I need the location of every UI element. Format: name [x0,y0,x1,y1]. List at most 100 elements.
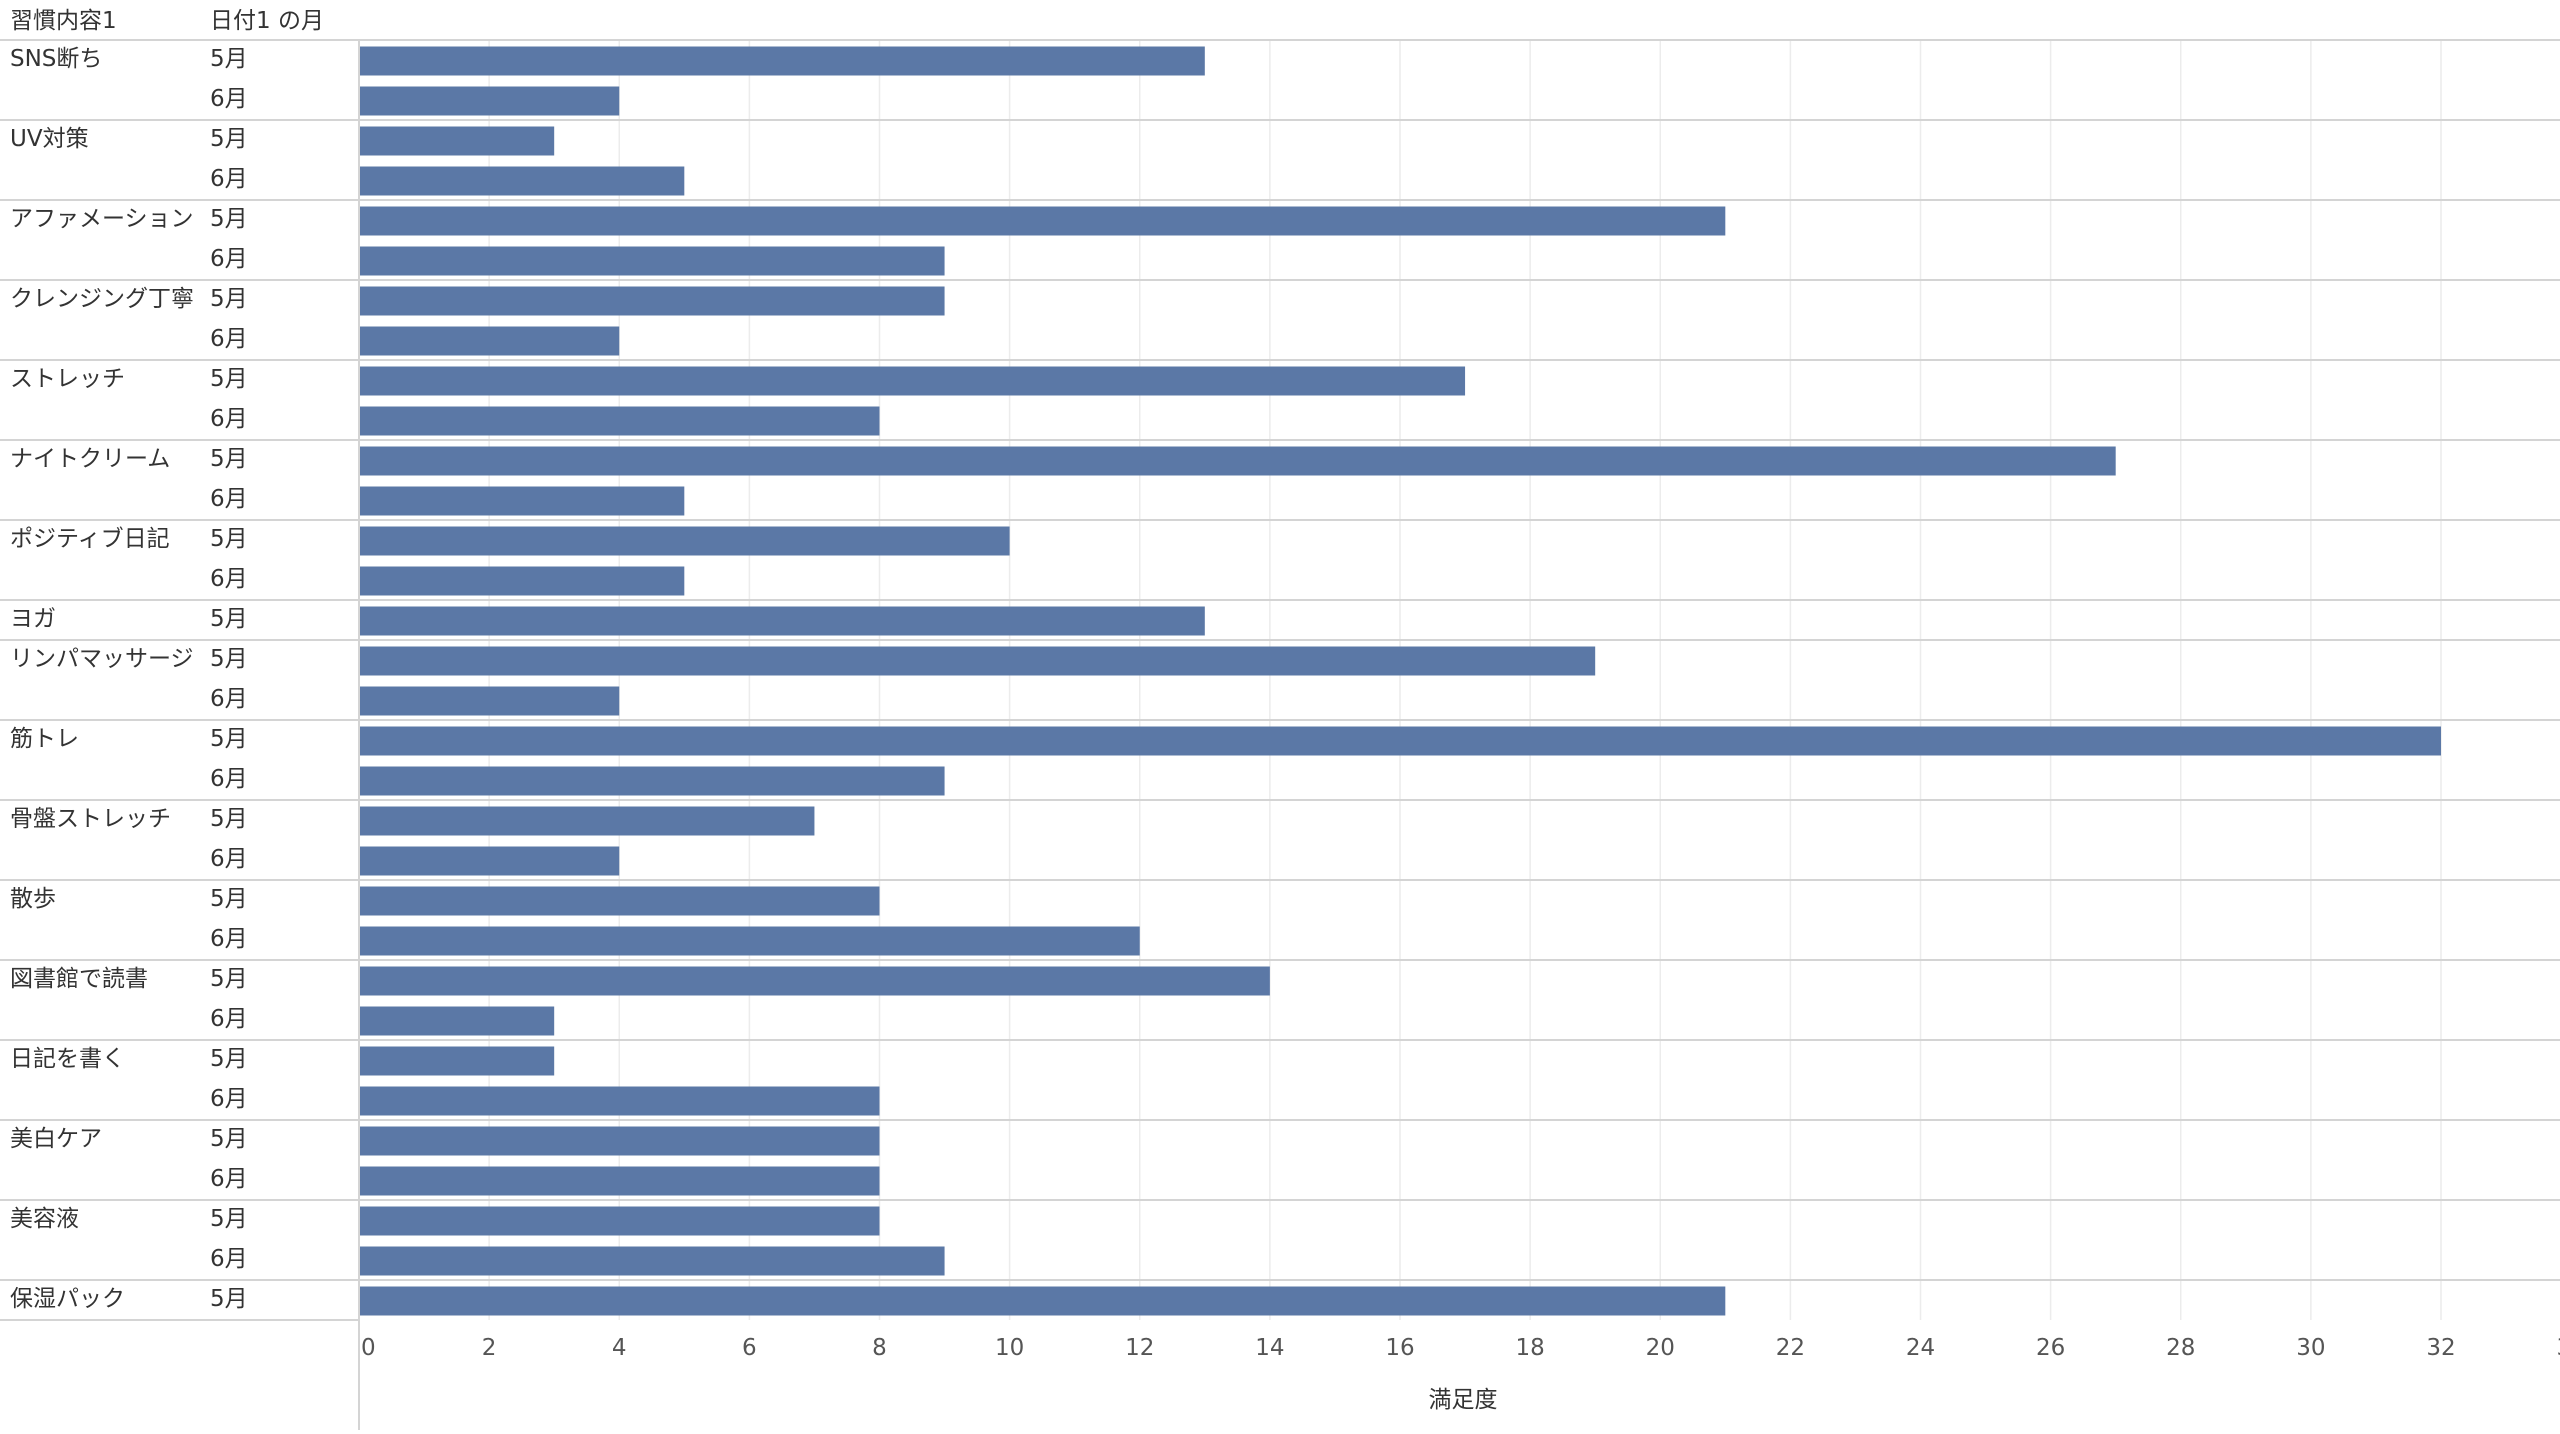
bar [359,1286,1726,1316]
bar [359,846,620,876]
group-label: 骨盤ストレッチ [10,806,171,832]
bar [359,366,1466,396]
month-label: 5月 [210,1046,248,1072]
group-label: 美容液 [10,1206,79,1232]
month-label: 6月 [210,1166,248,1192]
x-tick-label: 8 [872,1335,887,1361]
x-tick-label: 28 [2166,1335,2195,1361]
group-label: クレンジング丁寧 [10,286,194,312]
month-label: 5月 [210,606,248,632]
month-label: 5月 [210,366,248,392]
bar [359,446,2116,476]
bar [359,806,815,836]
group-label: ストレッチ [10,366,125,392]
bar [359,606,1205,636]
group-label: リンパマッサージ [10,646,194,672]
x-tick-label: 20 [1646,1335,1675,1361]
group-label: アファメーション [10,206,194,232]
month-label: 6月 [210,246,248,272]
row-separators [0,39,2560,1321]
x-tick-label: 34 [2556,1335,2560,1361]
month-label: 5月 [210,286,248,312]
month-label: 5月 [210,1286,248,1312]
bar [359,1246,945,1276]
bar [359,686,620,716]
bar [359,86,620,116]
month-label: 5月 [210,1126,248,1152]
group-label: 図書館で読書 [10,966,148,992]
x-tick-label: 26 [2036,1335,2065,1361]
bar [359,726,2441,756]
bar [359,926,1140,956]
month-label: 5月 [210,886,248,912]
x-tick-label: 6 [742,1335,757,1361]
bar [359,1166,880,1196]
month-label: 6月 [210,166,248,192]
bar [359,206,1726,236]
group-label: 日記を書く [10,1046,125,1072]
bar [359,166,685,196]
bar [359,886,880,916]
month-label: 6月 [210,1086,248,1112]
x-tick-label: 18 [1515,1335,1544,1361]
x-tick-label: 4 [612,1335,627,1361]
row-header-month: 日付1 の月 [210,8,324,34]
bar [359,566,685,596]
month-label: 6月 [210,1246,248,1272]
x-axis-title: 満足度 [1429,1387,1498,1413]
group-label: 散歩 [10,886,56,912]
group-label: ナイトクリーム [10,446,170,472]
x-tick-label: 14 [1255,1335,1284,1361]
group-label: 美白ケア [10,1126,102,1152]
bar [359,286,945,316]
group-label: 保湿パック [10,1286,125,1312]
x-axis: 満足度 0246810121416182022242628303234 [358,40,2560,1430]
group-label: UV対策 [10,126,89,152]
month-label: 5月 [210,646,248,672]
bars [359,46,2441,1316]
bar [359,966,1270,996]
bar [359,766,945,796]
group-label: 筋トレ [10,726,79,752]
group-label: SNS断ち [10,46,102,72]
month-label: 6月 [210,926,248,952]
month-label: 6月 [210,1006,248,1032]
bar [359,1126,880,1156]
month-label: 5月 [210,526,248,552]
bar [359,46,1205,76]
bar [359,1046,555,1076]
bar [359,246,945,276]
bar [359,1206,880,1236]
row-header-habit: 習慣内容1 [10,8,117,34]
x-tick-label: 32 [2426,1335,2455,1361]
month-label: 6月 [210,686,248,712]
x-tick-label: 10 [995,1335,1024,1361]
x-tick-label: 2 [482,1335,497,1361]
month-label: 6月 [210,406,248,432]
bar [359,126,555,156]
month-label: 5月 [210,966,248,992]
bar [359,1086,880,1116]
x-tick-label: 24 [1906,1335,1935,1361]
month-label: 6月 [210,86,248,112]
month-label: 6月 [210,486,248,512]
bar [359,1006,555,1036]
grid-layer [488,40,2442,1320]
x-tick-label: 16 [1385,1335,1414,1361]
month-label: 5月 [210,206,248,232]
month-label: 5月 [210,1206,248,1232]
month-label: 5月 [210,806,248,832]
x-tick-label: 0 [361,1335,376,1361]
group-label: ヨガ [10,606,56,632]
month-label: 5月 [210,726,248,752]
group-label: ポジティブ日記 [10,526,170,552]
bar [359,486,685,516]
x-tick-label: 12 [1125,1335,1154,1361]
bar [359,406,880,436]
month-label: 6月 [210,766,248,792]
month-label: 6月 [210,566,248,592]
bar [359,526,1010,556]
x-tick-label: 22 [1776,1335,1805,1361]
